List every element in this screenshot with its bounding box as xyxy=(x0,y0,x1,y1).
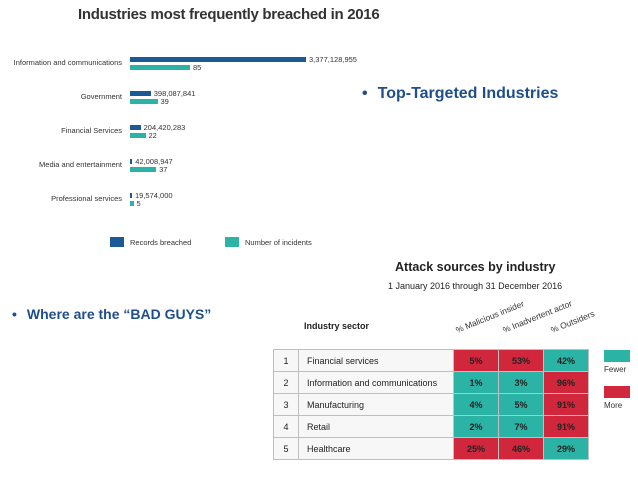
heatmap-cell: 91% xyxy=(543,393,589,416)
heatmap-sector: Healthcare xyxy=(298,437,454,460)
bullet-dot: • xyxy=(12,306,17,322)
heatmap-row: 5 Healthcare 25% 46% 29% xyxy=(273,437,589,460)
data-label-incidents: 5 xyxy=(136,199,141,208)
heatmap-cell: 29% xyxy=(543,437,589,460)
heatmap-cell: 1% xyxy=(453,371,499,394)
bar-chart: Information and communications 3,377,128,… xyxy=(0,0,360,260)
heatmap-subtitle: 1 January 2016 through 31 December 2016 xyxy=(388,281,563,291)
legend-swatch-more xyxy=(604,386,630,398)
heatmap-cell: 53% xyxy=(498,349,544,372)
data-label-records: 3,377,128,955 xyxy=(309,55,357,64)
category-label: Professional services xyxy=(51,194,122,203)
bar-incidents xyxy=(130,201,134,206)
heatmap-row: 4 Retail 2% 7% 91% xyxy=(273,415,589,438)
bar-records xyxy=(130,159,133,164)
bullet-dot: • xyxy=(362,85,368,102)
heatmap-row: 1 Financial services 5% 53% 42% xyxy=(273,349,589,372)
legend-label-fewer: Fewer xyxy=(604,365,627,374)
heatmap-rank: 3 xyxy=(273,393,299,416)
heatmap-cell: 25% xyxy=(453,437,499,460)
bar-incidents xyxy=(130,65,190,70)
data-label-records: 398,087,841 xyxy=(153,89,196,98)
heatmap-cell: 7% xyxy=(498,415,544,438)
heatmap-cell: 46% xyxy=(498,437,544,460)
heatmap-cell: 42% xyxy=(543,349,589,372)
data-label-incidents: 85 xyxy=(193,63,202,72)
legend-swatch-records xyxy=(110,237,124,247)
heatmap-sector: Retail xyxy=(298,415,454,438)
heatmap-cell: 5% xyxy=(453,349,499,372)
bar-incidents xyxy=(130,99,158,104)
heatmap-sector: Information and communications xyxy=(298,371,454,394)
category-label: Information and communications xyxy=(13,58,122,67)
bar-records xyxy=(130,57,306,62)
category-label: Financial Services xyxy=(61,126,122,135)
legend-label-records: Records breached xyxy=(130,238,192,247)
heatmap-cell: 2% xyxy=(453,415,499,438)
heatmap-rank: 1 xyxy=(273,349,299,372)
heatmap-sector: Manufacturing xyxy=(298,393,454,416)
heatmap-row: 3 Manufacturing 4% 5% 91% xyxy=(273,393,589,416)
heatmap-rank: 4 xyxy=(273,415,299,438)
heatmap-table: 1 Financial services 5% 53% 42% 2 Information … xyxy=(273,349,589,460)
heatmap-cell: 91% xyxy=(543,415,589,438)
heatmap-cell: 4% xyxy=(453,393,499,416)
heatmap-cell: 3% xyxy=(498,371,544,394)
data-label-incidents: 22 xyxy=(148,131,157,140)
heatmap-row-header: Industry sector xyxy=(304,321,370,331)
bullet-top-targeted-text: Top-Targeted Industries xyxy=(377,85,559,102)
legend-label-incidents: Number of incidents xyxy=(245,238,312,247)
heatmap-rank: 5 xyxy=(273,437,299,460)
heatmap-cell: 96% xyxy=(543,371,589,394)
bar-records xyxy=(130,193,132,198)
legend-swatch-incidents xyxy=(225,237,239,247)
heatmap-rank: 2 xyxy=(273,371,299,394)
legend-label-more: More xyxy=(604,401,623,410)
bullet-bad-guys: • Where are the “BAD GUYS” xyxy=(12,306,211,322)
bar-records xyxy=(130,91,151,96)
bar-chart-title: Industries most frequently breached in 2… xyxy=(78,6,380,23)
bullet-top-targeted: • Top-Targeted Industries xyxy=(362,85,558,103)
bar-records xyxy=(130,125,141,130)
bar-incidents xyxy=(130,167,157,172)
data-label-records: 42,008,947 xyxy=(135,157,173,166)
data-label-incidents: 39 xyxy=(160,97,169,106)
legend-swatch-fewer xyxy=(604,350,630,362)
data-label-incidents: 37 xyxy=(159,165,168,174)
data-label-records: 19,574,000 xyxy=(135,191,173,200)
heatmap-title: Attack sources by industry xyxy=(395,260,556,274)
heatmap-cell: 5% xyxy=(498,393,544,416)
category-label: Government xyxy=(80,92,122,101)
bar-incidents xyxy=(130,133,146,138)
category-label: Media and entertainment xyxy=(39,160,122,169)
heatmap-sector: Financial services xyxy=(298,349,454,372)
data-label-records: 204,420,283 xyxy=(143,123,186,132)
bullet-bad-guys-text: Where are the “BAD GUYS” xyxy=(26,306,212,322)
heatmap-row: 2 Information and communications 1% 3% 96% xyxy=(273,371,589,394)
